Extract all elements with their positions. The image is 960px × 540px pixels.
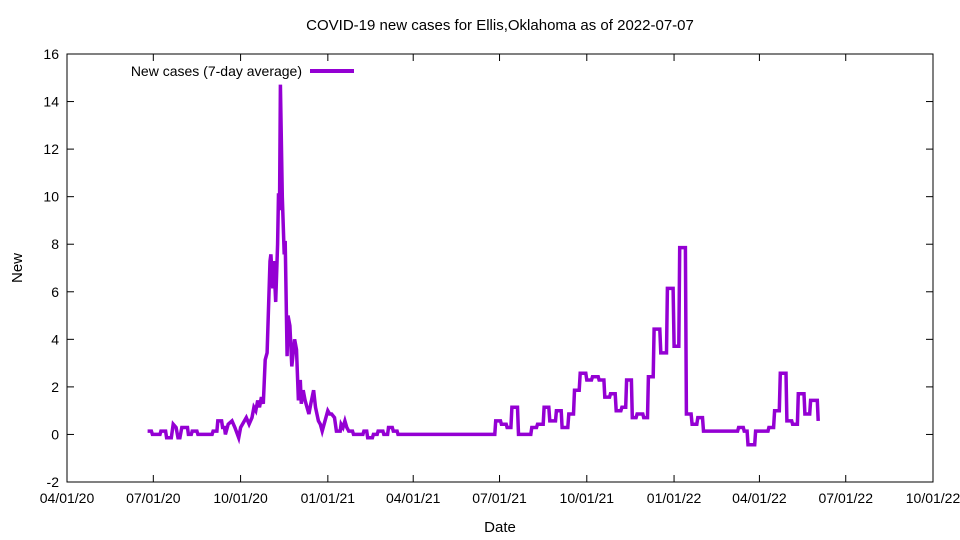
y-axis: -2 0 2 4 6 8 10 12 14 16 <box>43 46 933 490</box>
x-tick-label: 04/01/20 <box>40 490 95 506</box>
y-tick-label: 6 <box>51 284 59 300</box>
x-tick-label: 04/01/21 <box>386 490 441 506</box>
x-axis: 04/01/20 07/01/20 10/01/20 01/01/21 04/01/21… <box>40 54 960 506</box>
y-tick-label: 4 <box>51 331 59 347</box>
y-axis-label: New <box>9 253 26 283</box>
y-tick-label: 16 <box>43 46 59 62</box>
y-tick-label: 2 <box>51 379 59 395</box>
x-tick-label: 01/01/21 <box>301 490 356 506</box>
legend-label: New cases (7-day average) <box>131 63 302 79</box>
x-tick-label: 07/01/21 <box>472 490 527 506</box>
plot-frame <box>66 53 934 483</box>
x-tick-label: 01/01/22 <box>647 490 702 506</box>
y-tick-label: 10 <box>43 189 59 205</box>
x-tick-label: 10/01/21 <box>560 490 615 506</box>
legend: New cases (7-day average) <box>131 63 354 79</box>
y-tick-label: 0 <box>51 426 59 442</box>
x-axis-label: Date <box>484 519 516 536</box>
y-tick-label: 12 <box>43 141 59 157</box>
x-tick-label: 10/01/22 <box>906 490 960 506</box>
x-tick-label: 07/01/20 <box>126 490 181 506</box>
x-tick-label: 07/01/22 <box>818 490 873 506</box>
y-tick-label: 8 <box>51 236 59 252</box>
y-tick-label: -2 <box>47 474 60 490</box>
series-line-new-cases <box>147 84 820 447</box>
x-tick-label: 10/01/20 <box>213 490 268 506</box>
chart-title: COVID-19 new cases for Ellis,Oklahoma as… <box>306 17 694 34</box>
y-tick-label: 14 <box>43 94 59 110</box>
x-tick-label: 04/01/22 <box>732 490 787 506</box>
